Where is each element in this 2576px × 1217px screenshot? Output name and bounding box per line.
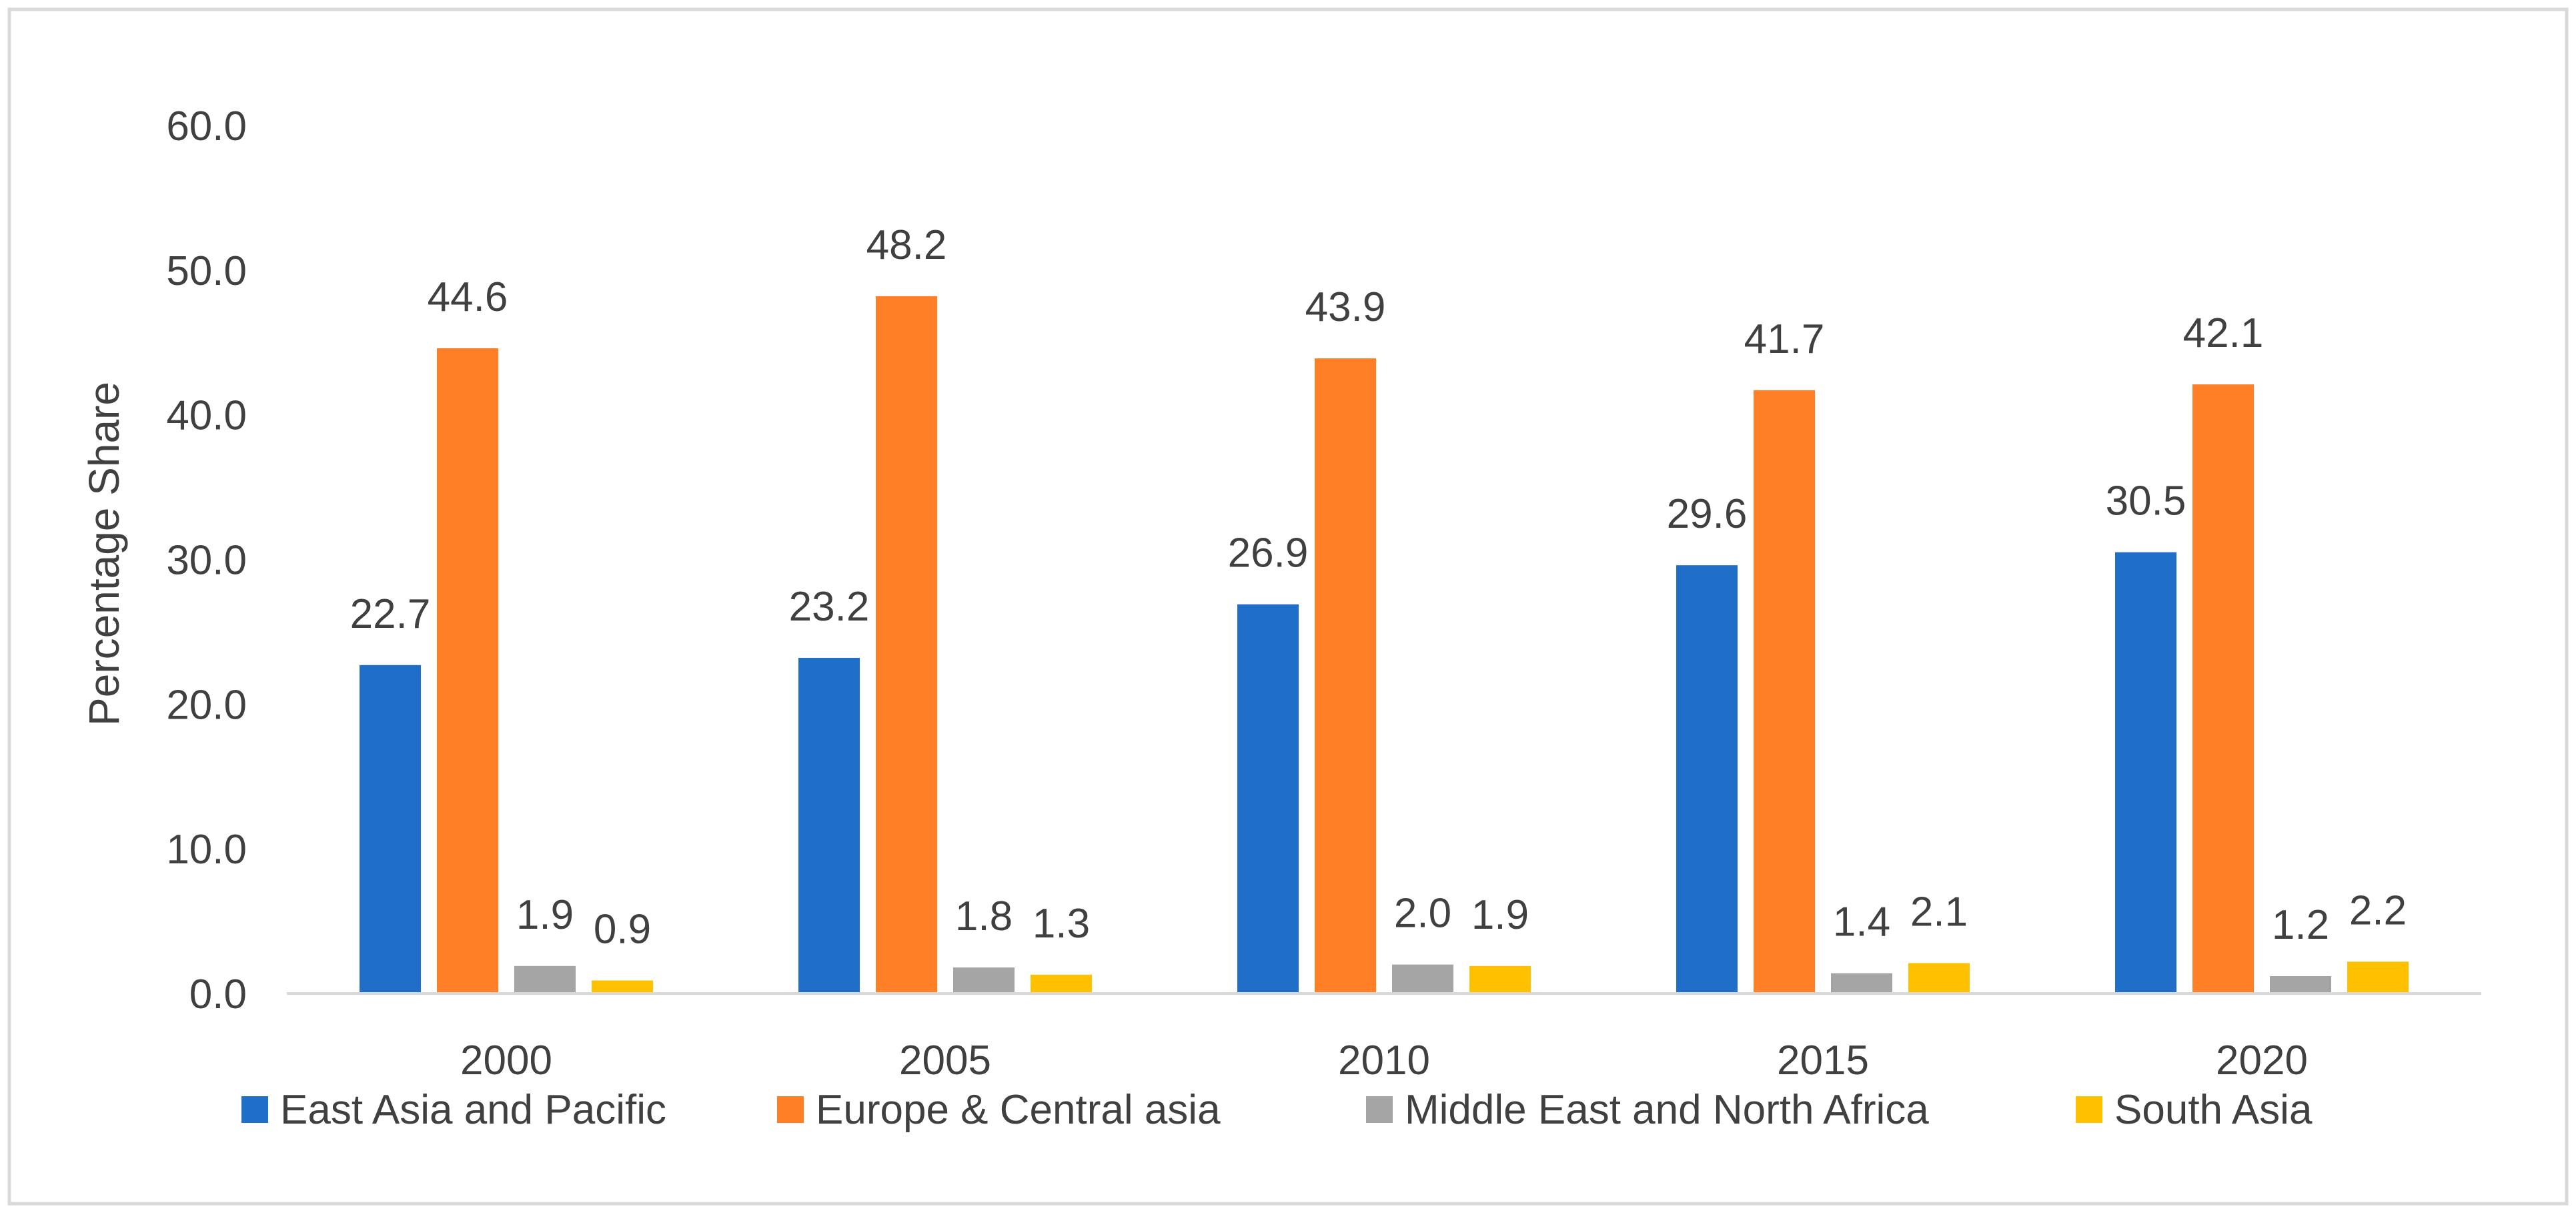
- bar: [2192, 384, 2254, 993]
- legend-swatch: [777, 1096, 804, 1123]
- bar-value-label: 1.3: [1033, 901, 1090, 947]
- bar: [876, 296, 937, 994]
- bar-value-label: 26.9: [1228, 530, 1309, 576]
- bar: [360, 665, 421, 993]
- y-tick-label: 60.0: [166, 103, 247, 149]
- bar: [1831, 973, 1892, 993]
- bar: [514, 965, 576, 993]
- data-labels-group: 22.7 44.6 1.9 0.9 23.2 48.2 1.8 1.3 26.9 43.9 2.0 1…: [350, 222, 2407, 953]
- bar-value-label: 29.6: [1667, 491, 1748, 537]
- bar-value-label: 2.0: [1394, 891, 1451, 937]
- bar-value-label: 41.7: [1744, 316, 1825, 362]
- legend-swatch: [1366, 1096, 1393, 1123]
- x-tick-label: 2015: [1777, 1038, 1869, 1084]
- legend-item: East Asia and Pacific: [241, 1087, 666, 1133]
- legend-label: Middle East and North Africa: [1405, 1087, 1929, 1133]
- bar: [1676, 565, 1738, 993]
- bar-value-label: 1.4: [1833, 899, 1890, 945]
- bar: [953, 967, 1015, 993]
- legend-swatch: [241, 1096, 268, 1123]
- bar: [1315, 358, 1376, 993]
- x-axis-tick-labels: 2000 2005 2010 2015 2020: [460, 1038, 2308, 1084]
- bar: [798, 657, 860, 993]
- bar-value-label: 22.7: [350, 591, 431, 637]
- bar-value-label: 48.2: [866, 222, 947, 268]
- bar: [1908, 963, 1970, 993]
- y-axis-title: Percentage Share: [80, 382, 128, 726]
- bar-value-label: 1.2: [2272, 902, 2329, 948]
- legend: East Asia and Pacific Europe & Central as…: [241, 1087, 2313, 1133]
- bar-value-label: 1.8: [955, 893, 1013, 939]
- bar: [2270, 975, 2331, 993]
- bar: [1031, 974, 1092, 993]
- bar-value-label: 23.2: [789, 584, 870, 630]
- bar-value-label: 2.2: [2349, 887, 2407, 933]
- legend-label: East Asia and Pacific: [280, 1087, 666, 1133]
- bar: [1754, 390, 1815, 993]
- legend-item: Europe & Central asia: [777, 1087, 1221, 1133]
- y-tick-label: 20.0: [166, 682, 247, 728]
- x-tick-label: 2000: [460, 1038, 552, 1084]
- bar: [1237, 604, 1299, 993]
- y-tick-label: 40.0: [166, 393, 247, 439]
- x-tick-label: 2010: [1338, 1038, 1430, 1084]
- bar: [437, 348, 498, 993]
- legend-item: South Asia: [2076, 1087, 2313, 1133]
- legend-label: Europe & Central asia: [816, 1087, 1221, 1133]
- bar-value-label: 1.9: [516, 892, 574, 938]
- y-tick-label: 0.0: [189, 971, 247, 1018]
- x-tick-label: 2020: [2216, 1038, 2308, 1084]
- y-tick-label: 30.0: [166, 538, 247, 584]
- y-tick-label: 50.0: [166, 248, 247, 294]
- bar: [592, 980, 653, 993]
- bar: [1392, 964, 1453, 993]
- y-tick-label: 10.0: [166, 827, 247, 873]
- y-axis-ticks: 0.0 10.0 20.0 30.0 40.0 50.0 60.0: [166, 103, 247, 1018]
- legend-label: South Asia: [2114, 1087, 2313, 1133]
- bar-value-label: 1.9: [1471, 892, 1529, 938]
- bar-value-label: 30.5: [2106, 478, 2186, 524]
- x-tick-label: 2005: [899, 1038, 991, 1084]
- bar: [2347, 961, 2409, 993]
- bars-group: [360, 296, 2409, 994]
- bar-value-label: 44.6: [428, 274, 508, 320]
- bar: [1469, 965, 1531, 993]
- bar-value-label: 2.1: [1910, 889, 1968, 935]
- legend-swatch: [2076, 1096, 2102, 1123]
- bar: [2115, 552, 2176, 993]
- bar-value-label: 42.1: [2183, 310, 2264, 356]
- bar-value-label: 43.9: [1305, 284, 1386, 330]
- legend-item: Middle East and North Africa: [1366, 1087, 1929, 1133]
- bar-value-label: 0.9: [594, 906, 651, 952]
